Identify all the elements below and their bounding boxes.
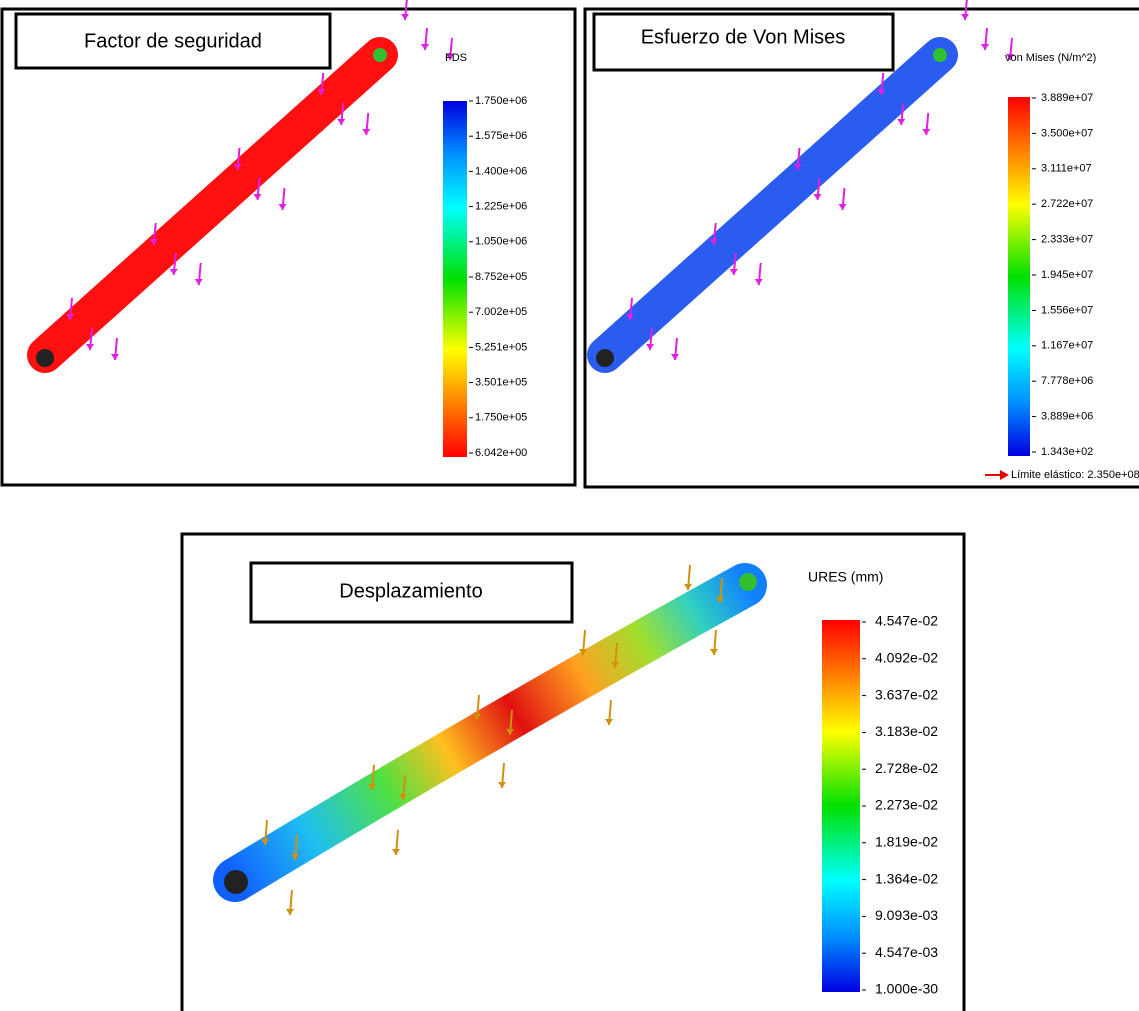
color-bar <box>443 101 467 457</box>
load-arrow-head <box>498 782 506 788</box>
support <box>224 870 248 894</box>
legend-label: 1.556e+07 <box>1041 304 1093 316</box>
load-arrow-head <box>814 194 822 200</box>
load-arrow-head <box>421 44 429 50</box>
legend-label: 3.889e+07 <box>1041 92 1093 104</box>
note-arrow-head <box>1000 470 1009 480</box>
load-arrow-head <box>922 129 930 135</box>
legend-label: 2.333e+07 <box>1041 234 1093 246</box>
legend-label: 1.750e+05 <box>475 412 527 424</box>
load-arrow-head <box>839 204 847 210</box>
load-arrow-head <box>111 354 119 360</box>
legend-title: FDS <box>445 52 467 64</box>
legend-label: 3.637e-02 <box>875 686 938 702</box>
legend-label: 2.728e-02 <box>875 760 938 776</box>
load-arrow-head <box>710 649 718 655</box>
load-arrow-head <box>337 119 345 125</box>
panel-title: Factor de seguridad <box>84 30 262 52</box>
legend-label: 4.092e-02 <box>875 650 938 666</box>
panel-title: Desplazamiento <box>339 580 482 602</box>
legend-label: 1.167e+07 <box>1041 340 1093 352</box>
load-arrow-head <box>170 269 178 275</box>
legend-label: 3.500e+07 <box>1041 127 1093 139</box>
load-arrow-head <box>730 269 738 275</box>
legend-label: 3.183e-02 <box>875 723 938 739</box>
legend-label: 7.778e+06 <box>1041 375 1093 387</box>
legend-label: 6.042e+00 <box>475 447 527 459</box>
beam <box>45 55 380 355</box>
legend-label: 1.000e-30 <box>875 981 938 997</box>
legend-label: 4.547e-03 <box>875 944 938 960</box>
support <box>596 349 614 367</box>
legend-label: 2.273e-02 <box>875 797 938 813</box>
panel-frames <box>2 9 1139 1011</box>
legend-label: 1.364e-02 <box>875 870 938 886</box>
load-arrow-head <box>755 279 763 285</box>
legend-label: 1.400e+06 <box>475 165 527 177</box>
load-arrow-head <box>279 204 287 210</box>
load-arrow-head <box>86 344 94 350</box>
legend-label: 3.111e+07 <box>1041 163 1092 175</box>
legend-label: 1.343e+02 <box>1041 446 1093 458</box>
color-bar <box>822 620 860 992</box>
legend-label: 9.093e-03 <box>875 907 938 923</box>
legend-label: 1.819e-02 <box>875 834 938 850</box>
legend-label: 3.501e+05 <box>475 377 527 389</box>
load-arrow-head <box>646 344 654 350</box>
support <box>933 48 947 62</box>
legend-label: 4.547e-02 <box>875 613 938 629</box>
legend-title: von Mises (N/m^2) <box>1005 52 1096 64</box>
load-arrow-head <box>671 354 679 360</box>
load-arrow-head <box>684 584 692 590</box>
legend-title: URES (mm) <box>808 569 883 585</box>
legend-label: 7.002e+05 <box>475 306 527 318</box>
load-arrow-head <box>362 129 370 135</box>
support <box>739 573 757 591</box>
color-bar <box>1008 97 1030 456</box>
legend-label: 1.050e+06 <box>475 236 527 248</box>
legend-label: 3.889e+06 <box>1041 411 1093 423</box>
legend-label: 8.752e+05 <box>475 271 527 283</box>
load-arrow-head <box>286 909 294 915</box>
figure: Factor de seguridad Esfuerzo de Von Mise… <box>0 0 1139 1011</box>
panel-title: Esfuerzo de Von Mises <box>641 26 846 48</box>
legend-label: 1.575e+06 <box>475 130 527 142</box>
legend-label: 1.750e+06 <box>475 95 527 107</box>
legend-note: Límite elástico: 2.350e+08 <box>1011 469 1139 481</box>
load-arrow-head <box>254 194 262 200</box>
support <box>36 349 54 367</box>
load-arrow-head <box>401 14 409 20</box>
legend-label: 5.251e+05 <box>475 341 527 353</box>
load-arrow-head <box>981 44 989 50</box>
load-arrow-head <box>605 719 613 725</box>
load-arrow-head <box>897 119 905 125</box>
legend-label: 1.945e+07 <box>1041 269 1093 281</box>
legend-label: 1.225e+06 <box>475 201 527 213</box>
beam <box>235 585 745 880</box>
load-arrow-head <box>392 849 400 855</box>
support <box>373 48 387 62</box>
load-arrow-head <box>961 14 969 20</box>
beam <box>605 55 940 355</box>
load-arrow-head <box>195 279 203 285</box>
legend-label: 2.722e+07 <box>1041 198 1093 210</box>
